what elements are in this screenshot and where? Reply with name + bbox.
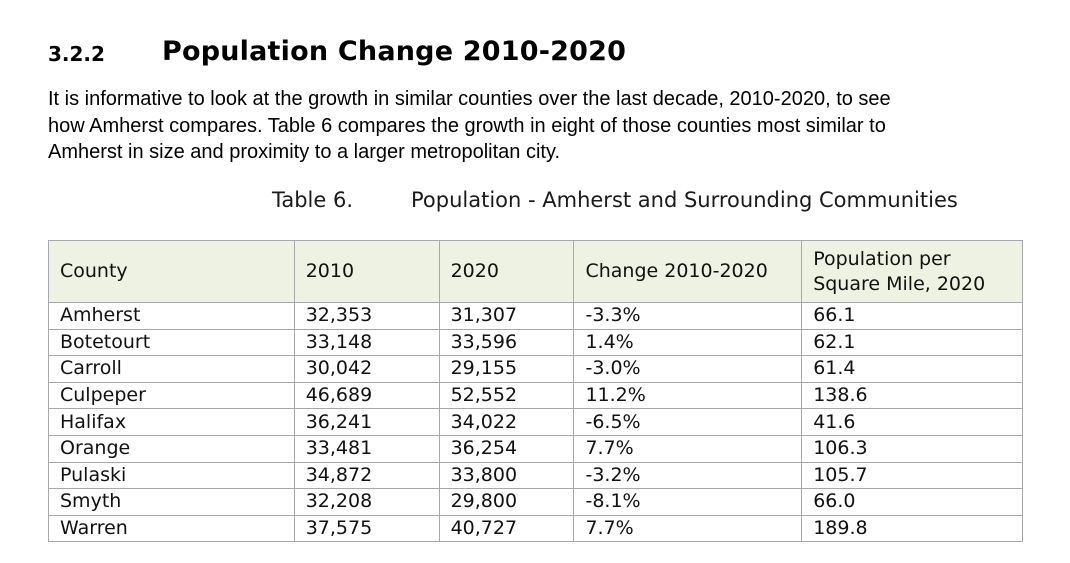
cell-2010: 46,689 [293, 381, 440, 410]
intro-paragraph: It is informative to look at the growth … [48, 86, 1008, 166]
cell-2010: 37,575 [293, 514, 440, 543]
cell-density: 66.0 [801, 488, 1023, 516]
intro-line-1: It is informative to look at the growth … [48, 88, 891, 110]
table-row: Orange 33,481 36,254 7.7% 106.3 [48, 434, 1023, 463]
cell-2020: 33,596 [438, 328, 575, 357]
section-number: 3.2.2 [48, 42, 105, 66]
cell-change: 7.7% [573, 434, 803, 463]
header-change: Change 2010-2020 [573, 240, 803, 303]
cell-county: Amherst [48, 302, 295, 330]
cell-change: 1.4% [573, 328, 803, 357]
cell-county: Culpeper [48, 381, 295, 410]
cell-density: 105.7 [801, 461, 1023, 490]
cell-density: 138.6 [801, 381, 1023, 410]
table-body: Amherst 32,353 31,307 -3.3% 66.1 Botetou… [48, 302, 1023, 543]
table-row: Warren 37,575 40,727 7.7% 189.8 [48, 514, 1023, 543]
table-row: Amherst 32,353 31,307 -3.3% 66.1 [48, 302, 1023, 330]
cell-2020: 36,254 [438, 434, 575, 463]
cell-2020: 33,800 [438, 461, 575, 490]
cell-2020: 29,800 [438, 488, 575, 516]
cell-change: -8.1% [573, 488, 803, 516]
cell-change: 7.7% [573, 514, 803, 543]
table-row: Pulaski 34,872 33,800 -3.2% 105.7 [48, 461, 1023, 490]
cell-density: 61.4 [801, 355, 1023, 383]
cell-2020: 34,022 [438, 408, 575, 436]
cell-county: Halifax [48, 408, 295, 436]
table-header: County 2010 2020 Change 2010-2020 Popula… [48, 240, 1023, 303]
cell-change: -6.5% [573, 408, 803, 436]
cell-2020: 29,155 [438, 355, 575, 383]
table-row: Smyth 32,208 29,800 -8.1% 66.0 [48, 488, 1023, 516]
cell-density: 41.6 [801, 408, 1023, 436]
cell-2010: 30,042 [293, 355, 440, 383]
cell-2020: 52,552 [438, 381, 575, 410]
cell-county: Carroll [48, 355, 295, 383]
cell-density: 62.1 [801, 328, 1023, 357]
cell-density: 66.1 [801, 302, 1023, 330]
cell-change: -3.2% [573, 461, 803, 490]
cell-2010: 36,241 [293, 408, 440, 436]
cell-county: Botetourt [48, 328, 295, 357]
table-header-row: County 2010 2020 Change 2010-2020 Popula… [48, 240, 1023, 303]
cell-county: Smyth [48, 488, 295, 516]
cell-change: -3.3% [573, 302, 803, 330]
cell-2020: 40,727 [438, 514, 575, 543]
header-density-line-1: Population per [813, 247, 951, 270]
table-caption-text: Population - Amherst and Surrounding Com… [411, 188, 958, 212]
intro-line-2: how Amherst compares. Table 6 compares t… [48, 114, 886, 137]
intro-line-3: Amherst in size and proximity to a large… [48, 141, 561, 163]
cell-2010: 33,481 [293, 434, 440, 463]
population-table: County 2010 2020 Change 2010-2020 Popula… [48, 240, 1023, 543]
table-row: Culpeper 46,689 52,552 11.2% 138.6 [48, 381, 1023, 410]
cell-2010: 34,872 [293, 461, 440, 490]
cell-2010: 32,208 [293, 488, 440, 516]
cell-2020: 31,307 [438, 302, 575, 330]
table-row: Halifax 36,241 34,022 -6.5% 41.6 [48, 408, 1023, 436]
table-row: Botetourt 33,148 33,596 1.4% 62.1 [48, 328, 1023, 357]
cell-county: Warren [48, 514, 295, 543]
cell-density: 106.3 [801, 434, 1023, 463]
header-2010: 2010 [293, 240, 440, 303]
header-county: County [48, 240, 295, 303]
cell-change: -3.0% [573, 355, 803, 383]
section-title: Population Change 2010-2020 [162, 36, 627, 67]
table-caption: Table 6. Population - Amherst and Surrou… [0, 188, 1070, 218]
cell-county: Orange [48, 434, 295, 463]
cell-2010: 33,148 [293, 328, 440, 357]
table-caption-label: Table 6. [272, 188, 354, 212]
header-density: Population per Square Mile, 2020 [801, 240, 1023, 303]
header-density-line-2: Square Mile, 2020 [813, 272, 986, 295]
cell-change: 11.2% [573, 381, 803, 410]
cell-density: 189.8 [801, 514, 1023, 543]
header-2020: 2020 [438, 240, 575, 303]
table-row: Carroll 30,042 29,155 -3.0% 61.4 [48, 355, 1023, 383]
cell-county: Pulaski [48, 461, 295, 490]
cell-2010: 32,353 [293, 302, 440, 330]
